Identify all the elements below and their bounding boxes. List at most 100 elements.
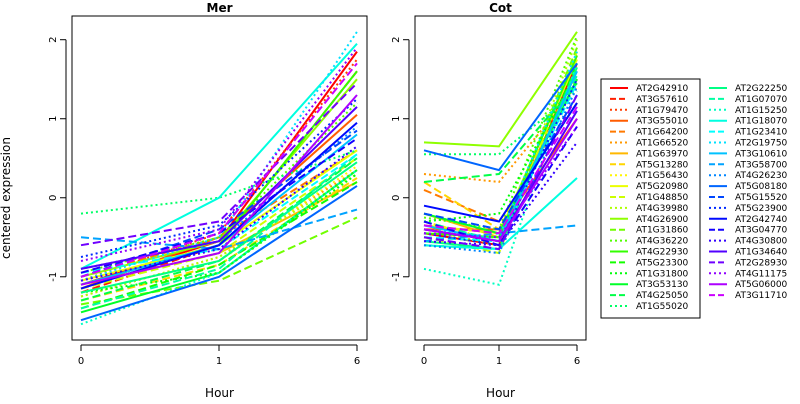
series-line-mer-at5g08180	[80, 185, 358, 322]
x-tick-label-cot-0: 0	[421, 356, 427, 367]
series-line-mer-at1g18070	[80, 43, 358, 270]
series-line-cot-at3g11710	[423, 106, 578, 235]
x-tick-label-mer-6: 6	[354, 356, 360, 367]
y-tick-label-cot--1: -1	[391, 272, 402, 282]
legend-label-at1g07070: AT1G07070	[735, 95, 788, 105]
y-tick-label-cot-0: 0	[391, 195, 402, 201]
legend-label-at1g34640: AT1G34640	[735, 248, 788, 258]
legend-label-at5g06000: AT5G06000	[735, 280, 788, 290]
legend-label-at3g11710: AT3G11710	[735, 291, 788, 301]
legend-label-at1g79470: AT1G79470	[636, 106, 689, 116]
y-tick-label-mer-2: 2	[48, 37, 59, 43]
series-line-cot-at5g08180	[423, 62, 578, 172]
series-line-mer-at5g23300	[80, 181, 358, 310]
legend-label-at1g23410: AT1G23410	[735, 128, 788, 138]
legend-label-at4g36220: AT4G36220	[636, 237, 689, 247]
series-line-mer-at4g30800	[80, 145, 358, 282]
legend-label-at3g55010: AT3G55010	[636, 117, 689, 127]
legend-label-at3g04770: AT3G04770	[735, 226, 788, 236]
legend-label-at3g57610: AT3G57610	[636, 95, 689, 105]
legend-label-at4g22930: AT4G22930	[636, 248, 689, 258]
legend-label-at1g63970: AT1G63970	[636, 149, 689, 159]
legend-label-at3g53130: AT3G53130	[636, 280, 689, 290]
legend-label-at1g31860: AT1G31860	[636, 226, 689, 236]
series-line-mer-at1g31860	[80, 216, 358, 306]
series-line-mer-at2g28930	[80, 82, 358, 247]
series-line-mer-at1g15250	[80, 169, 358, 326]
legend-label-at5g23300: AT5G23300	[636, 258, 689, 268]
series-line-cot-at1g64200	[423, 102, 578, 223]
series-line-mer-at4g39980	[80, 173, 358, 298]
series-line-cot-at5g20980	[423, 59, 578, 235]
legend-label-at3g10610: AT3G10610	[735, 149, 788, 159]
series-line-mer-at3g04770	[80, 137, 358, 274]
y-tick-label-cot-1: 1	[391, 116, 402, 122]
legend-label-at4g26230: AT4G26230	[735, 171, 788, 181]
legend: AT2G42910AT3G57610AT1G79470AT3G55010AT1G…	[600, 78, 788, 319]
legend-label-at4g39980: AT4G39980	[636, 204, 689, 214]
series-line-cot-at5g06000	[423, 118, 578, 243]
legend-label-at4g26900: AT4G26900	[636, 215, 689, 225]
legend-label-at2g28930: AT2G28930	[735, 258, 788, 268]
legend-box	[600, 78, 701, 319]
y-tick-label-cot-2: 2	[391, 37, 402, 43]
series-line-cot-at4g11175	[423, 126, 578, 239]
series-line-mer-at1g64200	[80, 149, 358, 278]
legend-label-at1g56430: AT1G56430	[636, 171, 689, 181]
series-line-mer-at5g06000	[80, 94, 358, 286]
legend-label-at1g31800: AT1G31800	[636, 269, 689, 279]
legend-label-at5g23900: AT5G23900	[735, 204, 788, 214]
series-line-mer-at1g55020	[80, 149, 358, 215]
series-line-mer-at2g22250	[80, 161, 358, 294]
panel-title-mer: Mer	[207, 1, 233, 15]
legend-label-at1g64200: AT1G64200	[636, 128, 689, 138]
legend-label-at1g55020: AT1G55020	[636, 302, 689, 312]
series-line-mer-at1g34640	[80, 106, 358, 270]
x-tick-label-cot-6: 6	[574, 356, 580, 367]
legend-label-at2g42910: AT2G42910	[636, 84, 689, 94]
x-tick-label-mer-1: 1	[216, 356, 222, 367]
legend-label-at1g18070: AT1G18070	[735, 117, 788, 127]
legend-label-at4g25050: AT4G25050	[636, 291, 689, 301]
legend-label-at1g48850: AT1G48850	[636, 193, 689, 203]
legend-label-at5g13280: AT5G13280	[636, 160, 689, 170]
series-line-cot-at4g26900	[423, 31, 578, 148]
series-line-cot-at4g30800	[423, 141, 578, 247]
series-line-mer-at4g11175	[80, 46, 358, 262]
y-tick-label-mer-0: 0	[48, 195, 59, 201]
legend-label-at2g19750: AT2G19750	[735, 139, 788, 149]
y-tick-label-mer--1: -1	[48, 272, 59, 282]
legend-label-at5g20980: AT5G20980	[636, 182, 689, 192]
x-tick-label-mer-0: 0	[78, 356, 84, 367]
series-line-cot-at2g42740	[423, 102, 578, 223]
series-line-mer-at1g48850	[80, 157, 358, 290]
series-line-mer-at1g31800	[80, 173, 358, 294]
legend-label-at5g15520: AT5G15520	[735, 193, 788, 203]
series-line-cot-at4g25050	[423, 82, 578, 183]
y-axis-title: centered expression	[0, 137, 13, 259]
legend-label-at3g58700: AT3G58700	[735, 160, 788, 170]
series-line-mer-at4g25050	[80, 157, 358, 302]
panel-cot: Cot 0 1 6 Hour -1 0 1 2	[391, 1, 587, 400]
series-line-mer-at3g11710	[80, 62, 358, 278]
panel-title-cot: Cot	[489, 1, 512, 15]
legend-label-at4g30800: AT4G30800	[735, 237, 788, 247]
x-tick-label-cot-1: 1	[496, 356, 502, 367]
y-tick-label-mer-1: 1	[48, 116, 59, 122]
series-line-cot-at4g26230	[423, 86, 578, 255]
plot-frame-mer	[71, 15, 368, 341]
legend-label-at1g66520: AT1G66520	[636, 139, 689, 149]
series-line-cot-at5g15520	[423, 94, 578, 231]
panel-mer: Mer 0 1 6 Hour -1 0 1 2	[48, 1, 368, 400]
legend-label-at2g42740: AT2G42740	[735, 215, 788, 225]
legend-label-at5g08180: AT5G08180	[735, 182, 788, 192]
series-line-cot-at1g15250	[423, 63, 578, 286]
legend-label-at2g22250: AT2G22250	[735, 84, 788, 94]
series-line-cot-at2g28930	[423, 94, 578, 251]
x-axis-title-cot: Hour	[486, 386, 515, 400]
legend-label-at4g11175: AT4G11175	[735, 269, 787, 279]
series-line-mer-at5g23900	[80, 98, 358, 258]
series-line-mer-at2g19750	[80, 31, 358, 282]
